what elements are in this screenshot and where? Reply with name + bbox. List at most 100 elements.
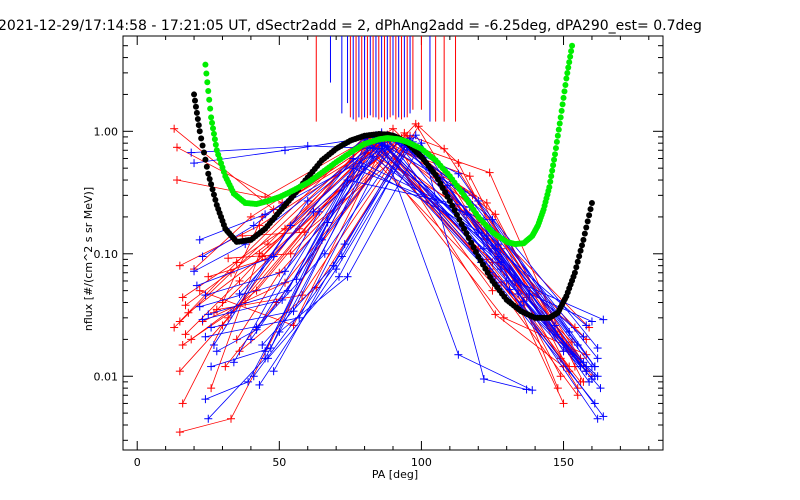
data-point — [255, 249, 264, 258]
data-point — [303, 196, 312, 205]
fit-dot — [201, 149, 207, 156]
data-point — [286, 249, 295, 258]
data-point — [454, 169, 463, 178]
y-tick-label: 0.01 — [94, 370, 119, 383]
fit-dot — [470, 244, 477, 251]
data-point — [221, 362, 230, 371]
fit-dot — [208, 181, 215, 188]
fit-dot — [573, 264, 580, 271]
data-point — [232, 258, 241, 267]
data-point — [343, 176, 352, 185]
fit-dot — [560, 94, 567, 101]
data-point — [170, 323, 179, 332]
fit-dot — [192, 103, 199, 110]
data-point — [590, 399, 599, 408]
x-axis-label: PA [deg] — [372, 468, 418, 481]
data-point — [482, 198, 491, 207]
axes: 0 50 100 150 0.01 0.10 1.00 — [94, 35, 664, 469]
fit-dot — [468, 239, 475, 246]
fit-dot — [198, 135, 205, 142]
data-point — [343, 272, 352, 281]
data-point — [209, 340, 218, 349]
fit-dot — [586, 212, 593, 219]
data-point — [573, 384, 582, 393]
data-point — [249, 372, 258, 381]
data-point — [178, 399, 187, 408]
fit-dot — [208, 114, 215, 121]
fit-dot — [561, 88, 568, 95]
data-point — [175, 367, 184, 376]
data-point — [511, 276, 520, 285]
data-point — [525, 289, 534, 298]
data-point — [201, 291, 210, 300]
data-point — [235, 289, 244, 298]
data-point — [491, 210, 500, 219]
data-point — [587, 317, 596, 326]
x-tick-label: 50 — [272, 456, 286, 469]
data-point — [181, 301, 190, 310]
x-tick-label: 0 — [134, 456, 141, 469]
data-point — [227, 414, 235, 423]
fit-dot — [196, 128, 203, 135]
data-point — [224, 254, 233, 263]
data-point — [582, 367, 591, 376]
data-point — [332, 265, 341, 274]
data-point — [596, 384, 605, 393]
fit-dot — [203, 70, 210, 77]
data-point — [593, 354, 602, 363]
fit-dot — [465, 235, 472, 242]
fit-dot — [552, 151, 558, 158]
fit-dot — [202, 61, 209, 68]
data-point — [244, 377, 253, 386]
data-point — [173, 176, 181, 185]
fit-dot — [194, 116, 201, 123]
data-point — [340, 240, 349, 249]
fit-dot — [563, 75, 570, 82]
data-point — [249, 221, 258, 230]
data-point — [519, 297, 528, 306]
data-point — [320, 249, 329, 258]
fit-dot — [212, 196, 219, 203]
data-point — [465, 172, 474, 181]
data-point — [599, 412, 608, 421]
data-point — [195, 302, 204, 311]
series-lines — [170, 119, 608, 437]
data-point — [190, 159, 199, 168]
data-point — [175, 428, 184, 437]
x-tick-label: 100 — [411, 456, 432, 469]
data-point — [494, 240, 503, 249]
data-point — [181, 330, 190, 339]
y-tick-label: 0.10 — [94, 248, 119, 261]
data-point — [281, 146, 289, 155]
data-point — [488, 286, 497, 295]
fit-dot — [210, 130, 217, 137]
data-point — [190, 267, 199, 276]
data-point — [201, 395, 210, 404]
fit-dot — [210, 125, 216, 132]
data-point — [263, 354, 272, 363]
fit-dot — [579, 242, 585, 249]
fit-dot — [451, 207, 458, 214]
fit-dot — [558, 107, 565, 114]
data-point — [454, 159, 463, 168]
fit-dot — [577, 247, 584, 254]
chart-title: 2021-12-29/17:14:58 - 17:21:05 UT, dSect… — [0, 18, 702, 34]
fit-dot — [472, 248, 479, 255]
data-point — [559, 399, 568, 408]
fit-dot — [574, 258, 581, 265]
data-point — [269, 367, 278, 376]
y-axis-label: nflux [#/(cm^2 s sr MeV)] — [82, 187, 95, 331]
fit-dot — [202, 156, 209, 163]
fit-curves — [191, 42, 595, 321]
data-point — [207, 384, 216, 393]
fit-dot — [562, 81, 569, 88]
fit-dot — [547, 178, 554, 185]
data-point — [414, 122, 423, 131]
data-point — [173, 143, 181, 152]
fit-dot — [210, 191, 217, 198]
fit-dot — [205, 170, 212, 177]
fit-dot — [571, 269, 578, 276]
data-point — [522, 385, 531, 394]
fit-dot — [583, 224, 590, 231]
data-point — [488, 215, 497, 224]
